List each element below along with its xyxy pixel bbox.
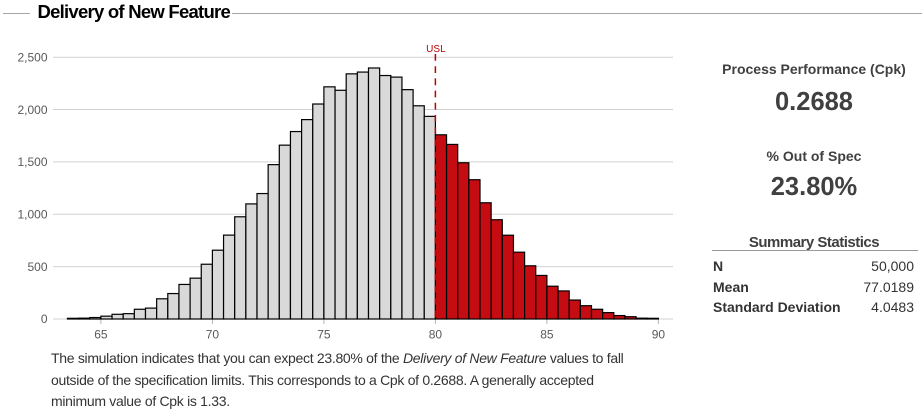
svg-text:75: 75 <box>317 328 331 342</box>
svg-text:1,000: 1,000 <box>17 207 47 221</box>
svg-text:90: 90 <box>652 328 666 342</box>
svg-text:80: 80 <box>429 328 443 342</box>
svg-text:1,500: 1,500 <box>17 155 47 169</box>
svg-text:500: 500 <box>27 260 47 274</box>
svg-text:2,000: 2,000 <box>17 103 47 117</box>
svg-text:0: 0 <box>41 312 48 326</box>
svg-text:2,500: 2,500 <box>17 50 47 64</box>
svg-text:70: 70 <box>206 328 220 342</box>
svg-text:USL: USL <box>426 44 446 55</box>
svg-text:85: 85 <box>540 328 554 342</box>
svg-text:65: 65 <box>94 328 108 342</box>
